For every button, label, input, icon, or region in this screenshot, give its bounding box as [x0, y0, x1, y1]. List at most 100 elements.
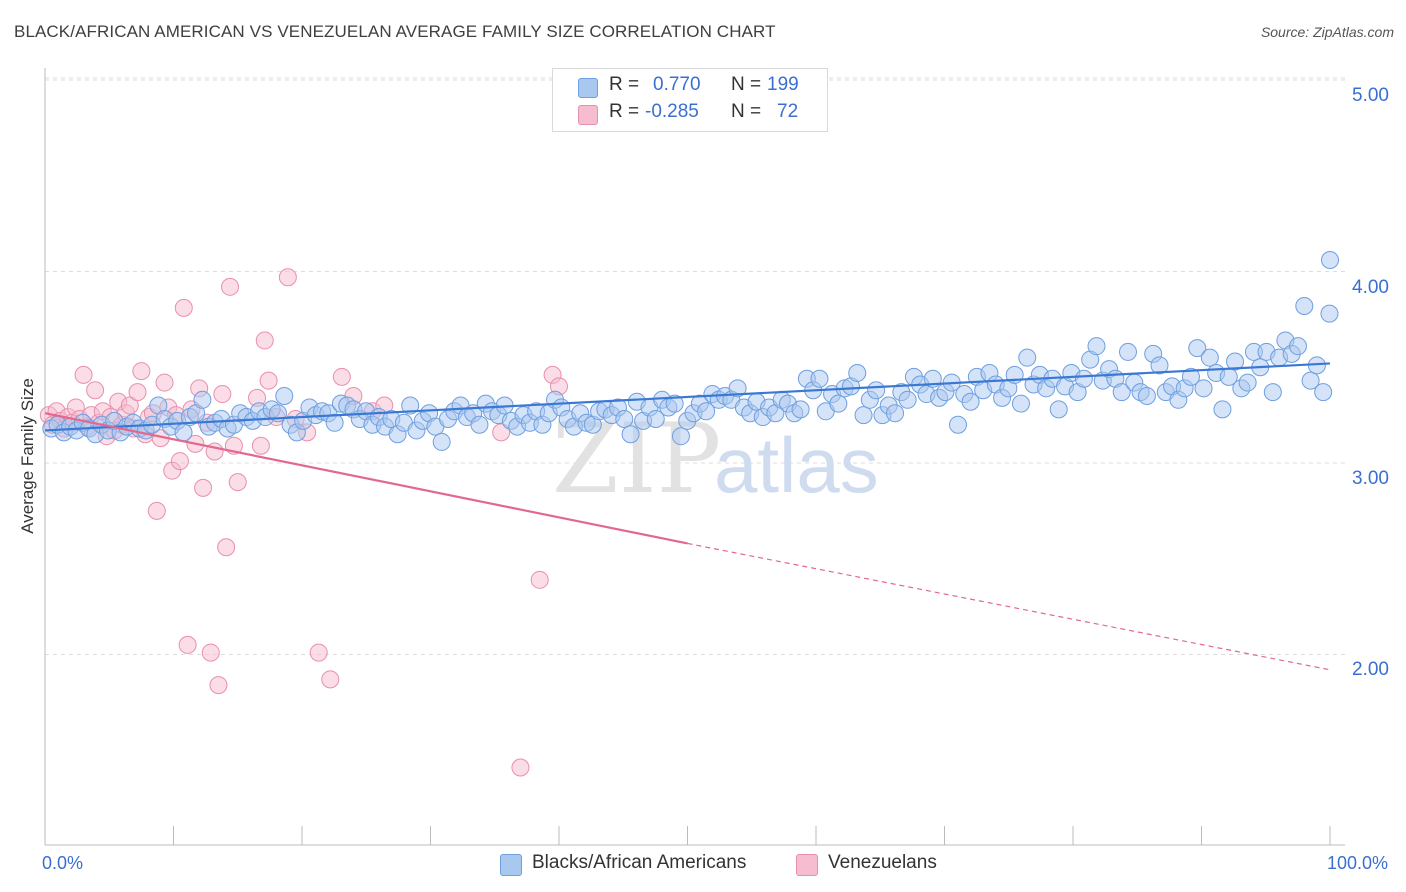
black-point	[174, 423, 193, 442]
black-point	[1263, 383, 1282, 402]
black-point	[193, 390, 212, 409]
watermark-atlas: atlas	[714, 421, 879, 509]
black-point	[829, 394, 848, 413]
venezuelan-point	[492, 423, 511, 442]
n-value: 199	[767, 74, 799, 95]
axes	[44, 68, 1345, 846]
n-label: N =	[731, 74, 762, 95]
black-point	[432, 432, 451, 451]
black-point	[1181, 367, 1200, 386]
black-point	[886, 404, 905, 423]
gridlines	[45, 77, 1345, 655]
black-point	[1320, 304, 1339, 323]
black-point	[1118, 342, 1137, 361]
n-label: N =	[731, 101, 762, 122]
black-point	[325, 413, 344, 432]
r-label: R =	[609, 74, 640, 95]
venezuelan-point	[228, 473, 247, 492]
black-point	[697, 402, 716, 421]
venezuelan-point	[221, 277, 240, 296]
x-tick-label-min: 0.0%	[42, 853, 84, 873]
black-point	[898, 390, 917, 409]
black-point	[810, 369, 829, 388]
n-value: 72	[777, 101, 799, 122]
venezuelan-point	[209, 676, 228, 695]
r-value: -0.285	[645, 101, 699, 122]
black-point	[728, 379, 747, 398]
y-tick-label-5: 5.00	[1352, 85, 1389, 106]
venezuelan-point	[213, 385, 232, 404]
black-point	[1087, 337, 1106, 356]
venezuelans-trend-extrapolation	[687, 542, 1331, 671]
venezuelan-point	[178, 635, 197, 654]
black-point	[1314, 383, 1333, 402]
venezuelan-point	[120, 396, 139, 415]
venezuelan-point	[155, 373, 174, 392]
venezuelan-point	[201, 643, 220, 662]
y-axis-label: Average Family Size	[18, 378, 37, 534]
black-point	[275, 386, 294, 405]
venezuelan-point	[332, 367, 351, 386]
trend-lines	[44, 362, 1331, 671]
pink-swatch	[796, 854, 818, 876]
black-point	[854, 406, 873, 425]
pink-swatch	[578, 105, 598, 125]
black-point	[646, 409, 665, 428]
black-point	[1226, 352, 1245, 371]
blue-swatch	[500, 854, 522, 876]
black-point	[665, 394, 684, 413]
black-point	[1200, 348, 1219, 367]
black-point	[615, 409, 634, 428]
blue-swatch	[578, 78, 598, 98]
r-label: R =	[609, 101, 640, 122]
r-value: 0.770	[653, 74, 701, 95]
venezuelan-point	[321, 670, 340, 689]
black-point	[1150, 356, 1169, 375]
venezuelans-trend-line	[44, 412, 688, 545]
black-point	[1011, 394, 1030, 413]
black-point	[1213, 400, 1232, 419]
venezuelan-point	[74, 365, 93, 384]
black-point	[1018, 348, 1037, 367]
venezuelan-point	[255, 331, 274, 350]
black-point	[1295, 296, 1314, 315]
black-point	[791, 400, 810, 419]
y-tick-label-4: 4.00	[1352, 277, 1389, 298]
black-point	[621, 425, 640, 444]
venezuelan-point	[174, 298, 193, 317]
source-attribution: Source: ZipAtlas.com	[1260, 24, 1394, 40]
black-point	[1074, 369, 1093, 388]
black-point	[1289, 337, 1308, 356]
black-point	[1137, 386, 1156, 405]
venezuelan-point	[170, 452, 189, 471]
venezuelan-point	[278, 268, 297, 287]
venezuelan-point	[251, 436, 270, 455]
black-point	[948, 415, 967, 434]
venezuelan-point	[217, 538, 236, 557]
venezuelan-point	[259, 371, 278, 390]
black-point	[671, 427, 690, 446]
black-point	[1049, 400, 1068, 419]
venezuelan-point	[132, 362, 151, 381]
black-point	[1112, 383, 1131, 402]
venezuelan-point	[309, 643, 328, 662]
black-point	[1301, 371, 1320, 390]
black-point	[867, 381, 886, 400]
y-tick-label-3: 3.00	[1352, 468, 1389, 489]
black-point	[848, 363, 867, 382]
venezuelan-point	[128, 383, 147, 402]
legend-label: Blacks/African Americans	[532, 852, 747, 873]
black-point	[401, 396, 420, 415]
venezuelans-points	[39, 268, 568, 777]
legend-label: Venezuelans	[828, 852, 937, 873]
venezuelan-point	[511, 758, 530, 777]
black-point	[1188, 339, 1207, 358]
black-point	[1321, 251, 1339, 270]
y-tick-label-2: 2.00	[1352, 659, 1389, 680]
venezuelan-point	[147, 501, 166, 520]
x-tick-label-max: 100.0%	[1327, 853, 1389, 873]
venezuelan-point	[86, 381, 105, 400]
black-point	[1194, 379, 1213, 398]
correlation-legend: R = 0.770 N = 199 R = -0.285 N = 72	[552, 68, 828, 132]
